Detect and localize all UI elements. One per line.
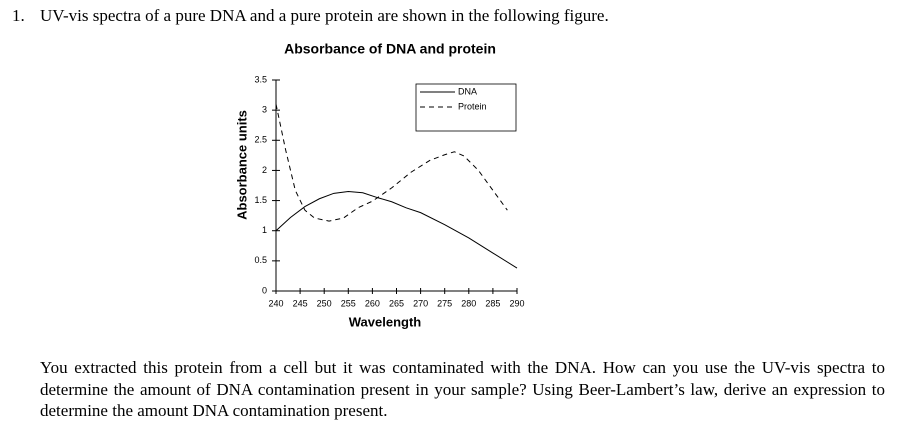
- y-tick-label: 2: [262, 165, 267, 175]
- paragraph: You extracted this protein from a cell b…: [40, 358, 885, 420]
- x-tick-label: 265: [389, 298, 404, 308]
- y-tick-label: 1.5: [254, 195, 267, 205]
- chart-title: Absorbance of DNA and protein: [284, 41, 496, 57]
- x-tick-label: 255: [341, 298, 356, 308]
- y-tick-label: 3: [262, 105, 267, 115]
- y-axis-label: Absorbance units: [234, 110, 249, 220]
- x-tick-label: 260: [365, 298, 380, 308]
- x-tick-label: 290: [509, 298, 524, 308]
- y-tick-label: 3.5: [254, 74, 267, 84]
- x-tick-label: 285: [485, 298, 500, 308]
- x-tick-label: 245: [293, 298, 308, 308]
- legend-label: Protein: [458, 101, 487, 111]
- x-tick-label: 275: [437, 298, 452, 308]
- chart: Absorbance of DNA and protein Wavelength…: [234, 41, 524, 330]
- x-tick-label: 250: [317, 298, 332, 308]
- x-tick-label: 270: [413, 298, 428, 308]
- x-tick-label: 280: [461, 298, 476, 308]
- x-tick-label: 240: [268, 298, 283, 308]
- data-line: [275, 191, 518, 269]
- question-text: UV-vis spectra of a pure DNA and a pure …: [40, 6, 609, 25]
- legend-label: DNA: [458, 86, 477, 96]
- y-tick-label: 1: [262, 225, 267, 235]
- x-axis-label: Wavelength: [349, 314, 422, 329]
- y-tick-label: 2.5: [254, 135, 267, 145]
- y-tick-label: 0: [262, 285, 267, 295]
- y-tick-label: 0.5: [254, 255, 267, 265]
- question-number: 1.: [12, 6, 25, 25]
